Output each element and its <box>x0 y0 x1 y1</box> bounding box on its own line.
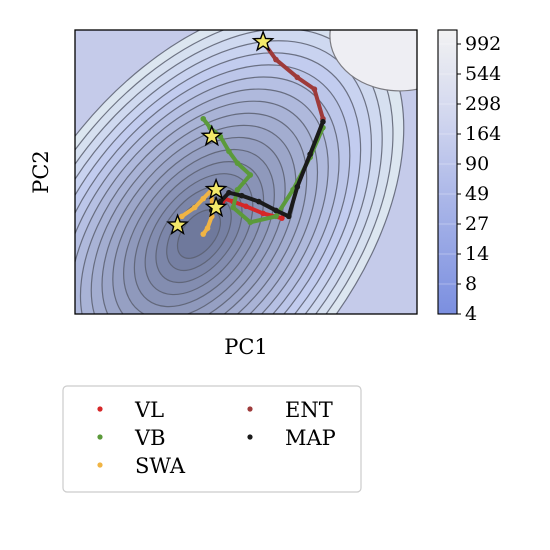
colorbar-tick-label: 90 <box>465 153 489 175</box>
colorbar-tick-label: 544 <box>465 63 501 85</box>
series-point-vl <box>243 203 249 210</box>
legend-label-swa: SWA <box>135 454 186 478</box>
series-point-map <box>285 213 292 220</box>
colorbar-frame <box>437 29 458 315</box>
colorbar-tick-label: 298 <box>465 93 501 115</box>
legend-label-map: MAP <box>285 426 336 450</box>
series-point-map <box>307 151 313 158</box>
series-point-map <box>256 198 262 205</box>
colorbar-tick-label: 164 <box>465 123 501 145</box>
colorbar: 4 8 14 27 49 90 164 298 544 992 <box>437 29 501 325</box>
legend-marker-vb <box>97 434 103 440</box>
star-marker <box>251 30 275 52</box>
contour-plateau <box>329 30 417 92</box>
series-point-ent <box>294 74 301 81</box>
series-point-vb <box>234 160 241 166</box>
series-point-vb <box>200 115 207 122</box>
legend-label-vl: VL <box>134 398 164 422</box>
series-point-vb <box>247 172 254 178</box>
x-axis-label: PC1 <box>224 335 268 359</box>
legend-label-vb: VB <box>134 426 166 450</box>
star-marker <box>204 177 228 200</box>
legend-label-ent: ENT <box>285 398 333 422</box>
series-point-swa <box>204 225 211 232</box>
legend-marker-swa <box>97 462 103 468</box>
legend: VL VB SWA ENT MAP <box>62 385 362 493</box>
series-point-map <box>273 207 279 214</box>
series-point-vb <box>234 186 241 193</box>
series-point-swa <box>200 231 207 237</box>
series-point-map <box>217 198 224 205</box>
star-markers <box>166 30 275 235</box>
colorbar-tick-label: 992 <box>465 33 501 55</box>
series-point-vb <box>247 219 254 226</box>
series-point-ent <box>311 86 318 92</box>
series-point-vl <box>279 215 285 221</box>
series-point-map <box>320 118 326 125</box>
colorbar-ticks: 4 8 14 27 49 90 164 298 544 992 <box>457 33 501 325</box>
colorbar-tick-label: 4 <box>465 303 477 325</box>
legend-marker-map <box>247 434 253 440</box>
star-marker <box>204 195 228 218</box>
series-point-map <box>294 183 301 190</box>
colorbar-tick-label: 8 <box>465 273 477 295</box>
series-line-map <box>209 119 325 219</box>
legend-marker-vl <box>97 406 103 412</box>
series-point-vb <box>230 204 236 211</box>
plot-area <box>74 29 418 315</box>
colorbar-tick-label: 14 <box>465 243 489 265</box>
y-axis-label: PC2 <box>29 150 53 194</box>
colorbar-tick-label: 49 <box>465 183 489 205</box>
star-marker <box>166 213 190 235</box>
series-point-swa <box>191 204 198 211</box>
series-point-swa <box>200 195 207 202</box>
star-marker <box>200 124 224 147</box>
series-point-ent <box>273 56 279 63</box>
series-point-vb <box>273 213 279 220</box>
legend-marker-ent <box>247 406 253 412</box>
series-point-swa <box>179 213 185 220</box>
series-point-vb <box>226 148 232 155</box>
legend-frame <box>62 385 362 493</box>
series-point-map <box>226 189 232 196</box>
colorbar-tick-label: 27 <box>465 213 489 235</box>
series-point-map <box>238 192 245 199</box>
series-point-vl <box>260 210 266 217</box>
plot-frame <box>74 29 418 315</box>
colorbar-gradient <box>438 30 457 314</box>
